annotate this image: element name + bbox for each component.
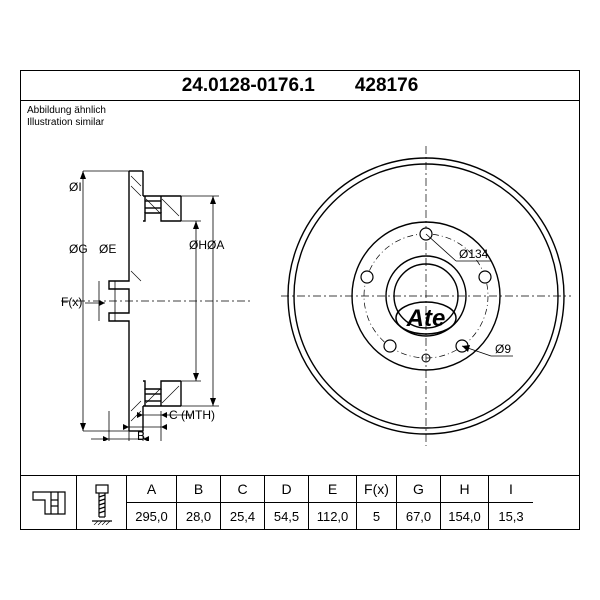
table-value: 54,5 (265, 503, 308, 529)
table-value: 5 (357, 503, 396, 529)
drawing-frame: 24.0128-0176.1 428176 Abbildung ähnlich … (20, 70, 580, 530)
table-col: E112,0 (309, 476, 357, 529)
table-header: E (309, 476, 356, 503)
table-header: D (265, 476, 308, 503)
part-number: 24.0128-0176.1 (182, 75, 315, 97)
svg-text:Ate: Ate (406, 305, 446, 332)
table-value: 67,0 (397, 503, 440, 529)
table-value: 15,3 (489, 503, 533, 529)
table-header: A (127, 476, 176, 503)
ate-logo: Ate (396, 302, 456, 334)
disc-type-icon (21, 476, 77, 529)
bolt-hole-label: Ø9 (495, 342, 511, 356)
front-view: Ø134 Ø9 Ate (281, 141, 571, 451)
label-E: ØE (99, 242, 116, 256)
label-A: ØA (207, 238, 224, 252)
table-col: A295,0 (127, 476, 177, 529)
table-col: H154,0 (441, 476, 489, 529)
table-value: 25,4 (221, 503, 264, 529)
table-header: I (489, 476, 533, 503)
table-value: 112,0 (309, 503, 356, 529)
screw-icon (77, 476, 127, 529)
table-value: 28,0 (177, 503, 220, 529)
label-F: F(x) (61, 295, 82, 309)
label-B: B (137, 429, 145, 441)
table-col: D54,5 (265, 476, 309, 529)
table-header: H (441, 476, 488, 503)
label-D: D (113, 440, 122, 441)
table-col: B28,0 (177, 476, 221, 529)
drawing-area: ØI ØG ØE ØH ØA F(x) (21, 101, 579, 476)
table-col: C25,4 (221, 476, 265, 529)
label-C: C (MTH) (169, 408, 215, 422)
short-code: 428176 (355, 75, 418, 97)
table-header: F(x) (357, 476, 396, 503)
table-col: F(x)5 (357, 476, 397, 529)
table-columns: A295,0B28,0C25,4D54,5E112,0F(x)5G67,0H15… (127, 476, 579, 529)
label-G: ØG (69, 242, 88, 256)
table-header: B (177, 476, 220, 503)
table-header: G (397, 476, 440, 503)
table-col: I15,3 (489, 476, 533, 529)
bolt-circle-label: Ø134 (459, 247, 489, 261)
label-H: ØH (189, 238, 207, 252)
title-bar: 24.0128-0176.1 428176 (21, 71, 579, 101)
table-value: 295,0 (127, 503, 176, 529)
table-header: C (221, 476, 264, 503)
cross-section: ØI ØG ØE ØH ØA F(x) (61, 151, 251, 441)
table-col: G67,0 (397, 476, 441, 529)
dimension-table: A295,0B28,0C25,4D54,5E112,0F(x)5G67,0H15… (21, 475, 579, 529)
label-I: ØI (69, 180, 82, 194)
table-value: 154,0 (441, 503, 488, 529)
